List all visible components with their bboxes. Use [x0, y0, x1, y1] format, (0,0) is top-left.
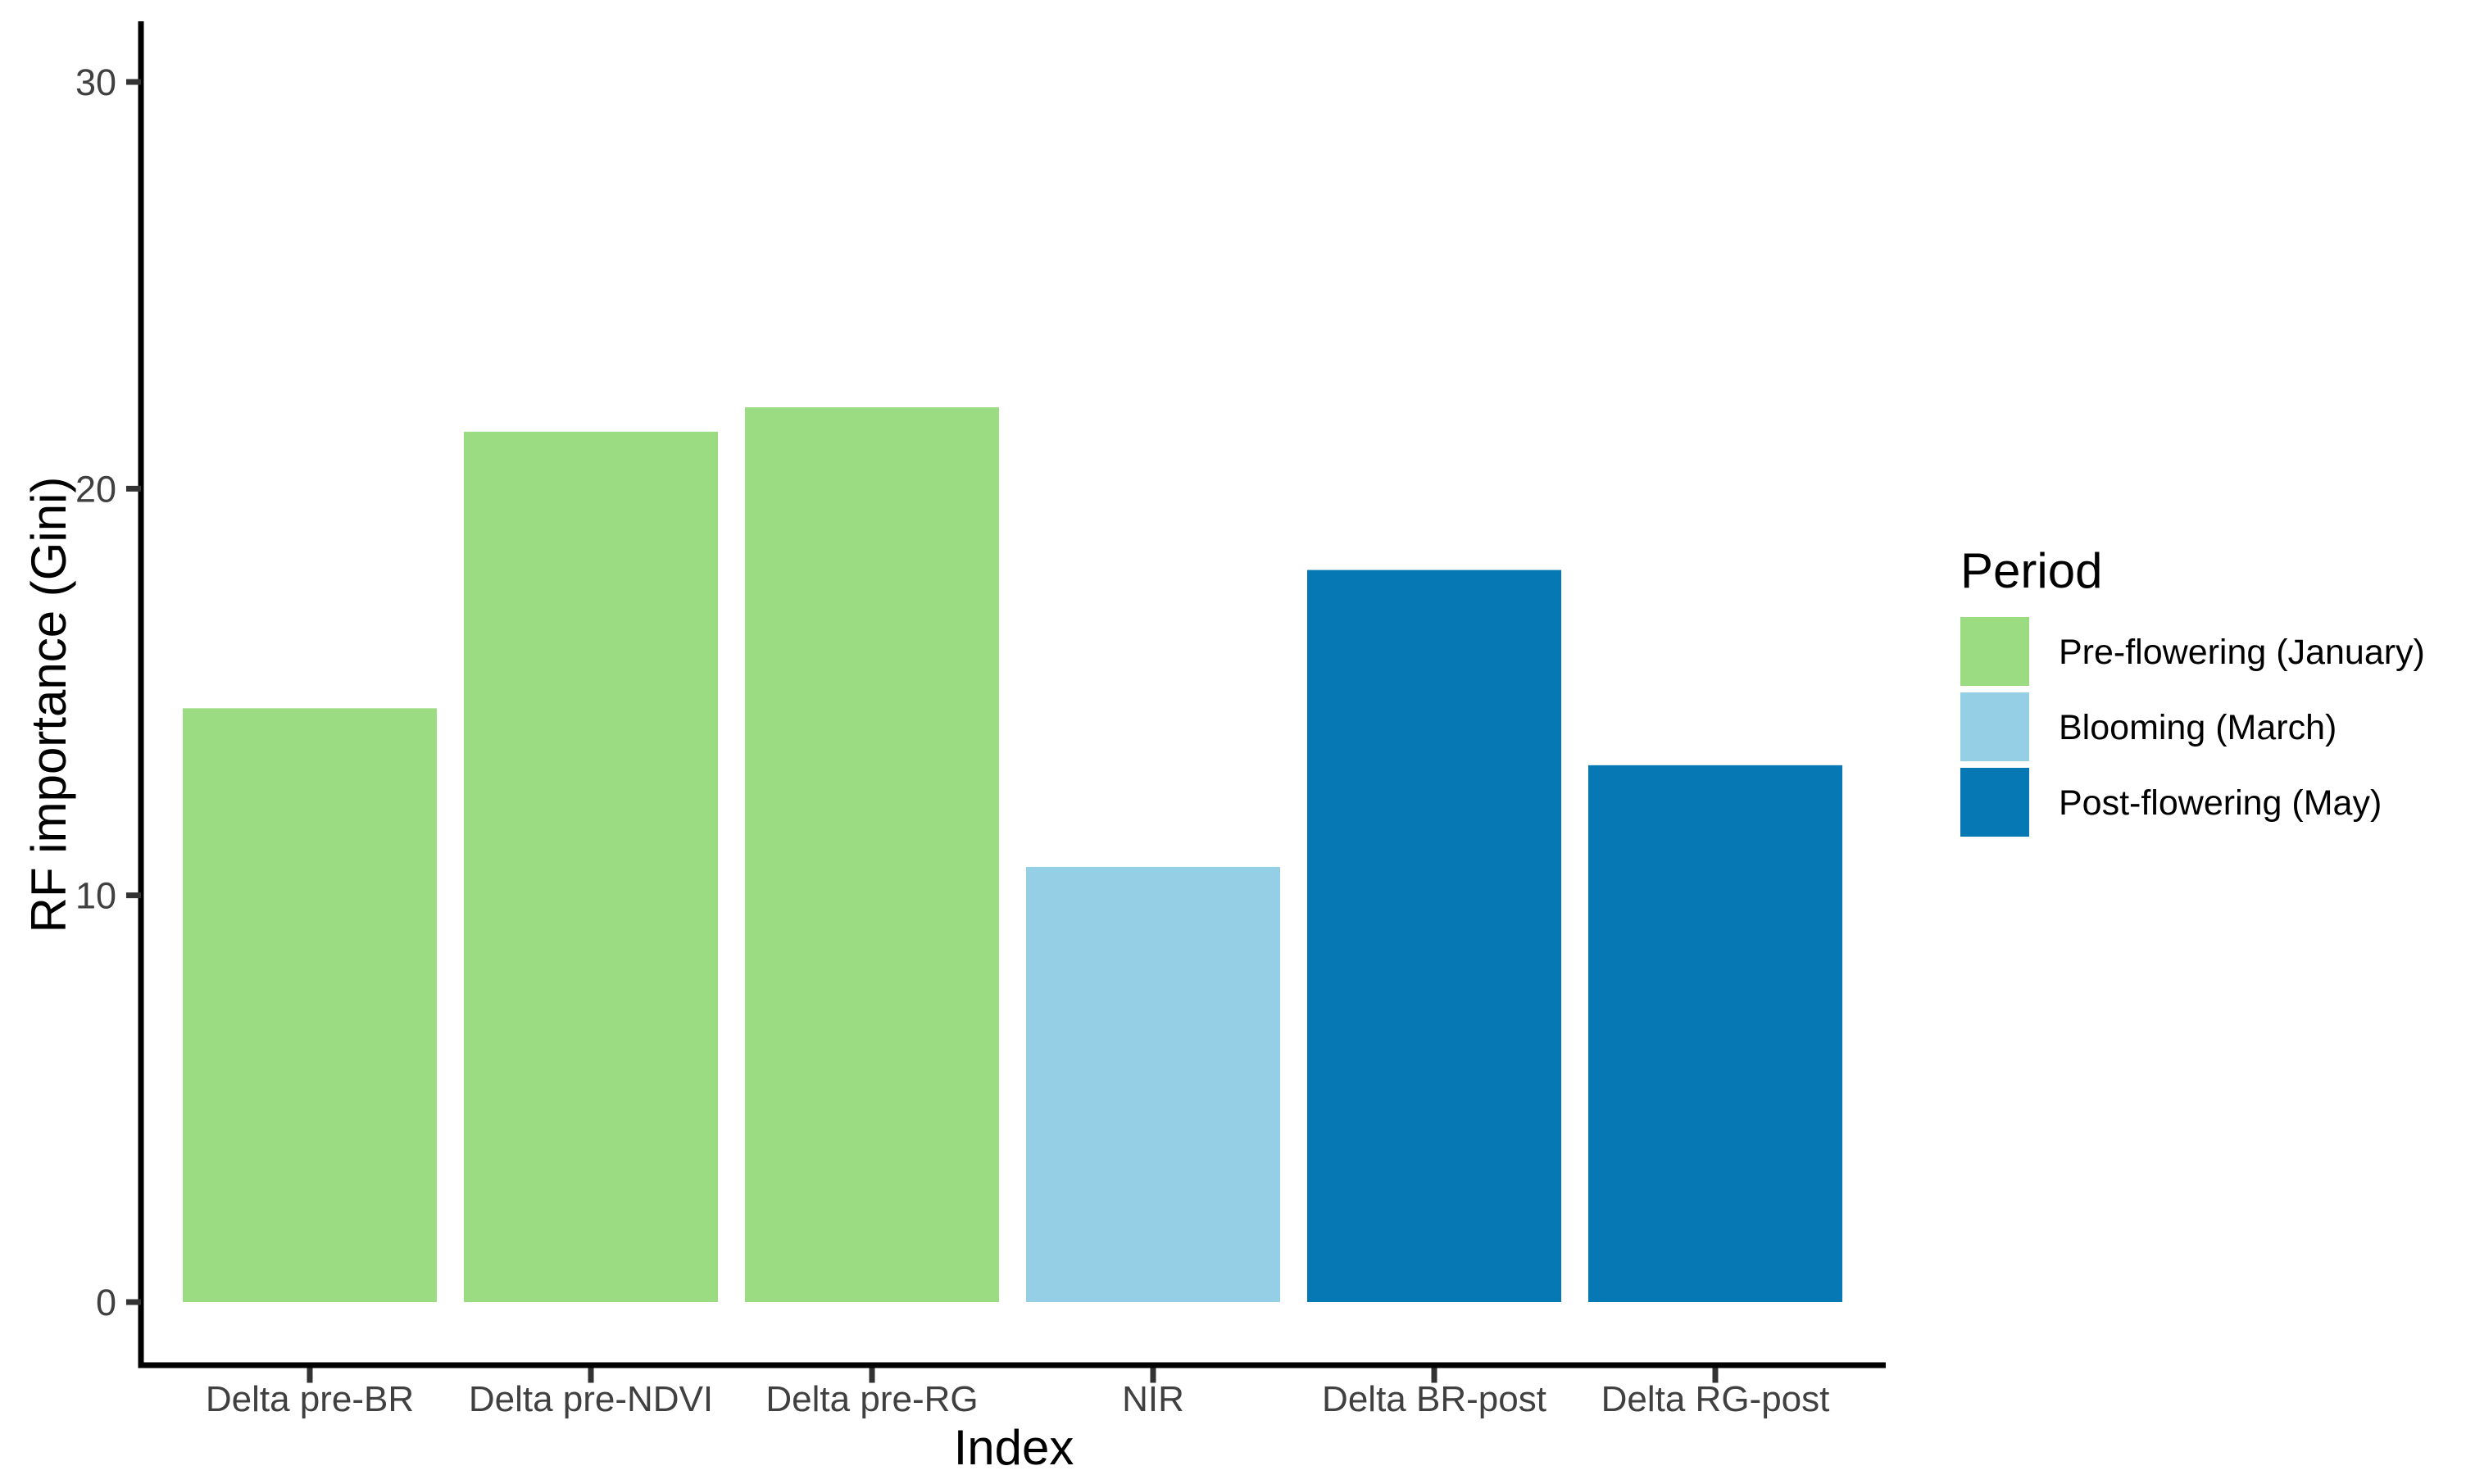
legend: Period Pre-flowering (January) Blooming (M… — [1960, 543, 2425, 837]
bar-delta-pre-br — [183, 708, 437, 1302]
y-tick-label-30: 30 — [75, 61, 116, 103]
bar-nir — [1026, 866, 1280, 1302]
x-axis-title: Index — [954, 1420, 1074, 1475]
x-tick-label-delta-pre-ndvi: Delta pre-NDVI — [469, 1379, 713, 1419]
legend-title: Period — [1960, 543, 2102, 598]
legend-label-pre-flowering-january: Pre-flowering (January) — [2059, 633, 2425, 672]
legend-label-blooming-march: Blooming (March) — [2059, 708, 2337, 747]
legend-key-pre-flowering-january — [1960, 617, 2029, 686]
x-tick-label-delta-br-post: Delta BR-post — [1322, 1379, 1546, 1419]
bar-delta-pre-rg — [745, 407, 999, 1303]
y-tick-label-10: 10 — [75, 875, 116, 917]
bar-delta-rg-post — [1588, 765, 1842, 1302]
axes-group — [138, 21, 1886, 1368]
legend-label-post-flowering-may: Post-flowering (May) — [2059, 783, 2382, 823]
legend-key-post-flowering-may — [1960, 768, 2029, 837]
bar-delta-pre-ndvi — [464, 431, 718, 1302]
y-axis-ticks: 0 10 20 30 — [75, 61, 141, 1323]
bars-group — [183, 407, 1842, 1303]
y-tick-label-0: 0 — [96, 1282, 116, 1323]
y-axis-title: RF importance (Gini) — [21, 477, 76, 933]
x-axis-ticks: Delta pre-BR Delta pre-NDVI Delta pre-RG NI… — [206, 1368, 1830, 1419]
legend-key-blooming-march — [1960, 692, 2029, 761]
x-tick-label-delta-pre-rg: Delta pre-RG — [765, 1379, 978, 1419]
bar-delta-br-post — [1307, 570, 1561, 1302]
y-tick-label-20: 20 — [75, 468, 116, 510]
x-tick-label-delta-pre-br: Delta pre-BR — [206, 1379, 414, 1419]
x-tick-label-delta-rg-post: Delta RG-post — [1601, 1379, 1830, 1419]
x-tick-label-nir: NIR — [1122, 1379, 1184, 1419]
